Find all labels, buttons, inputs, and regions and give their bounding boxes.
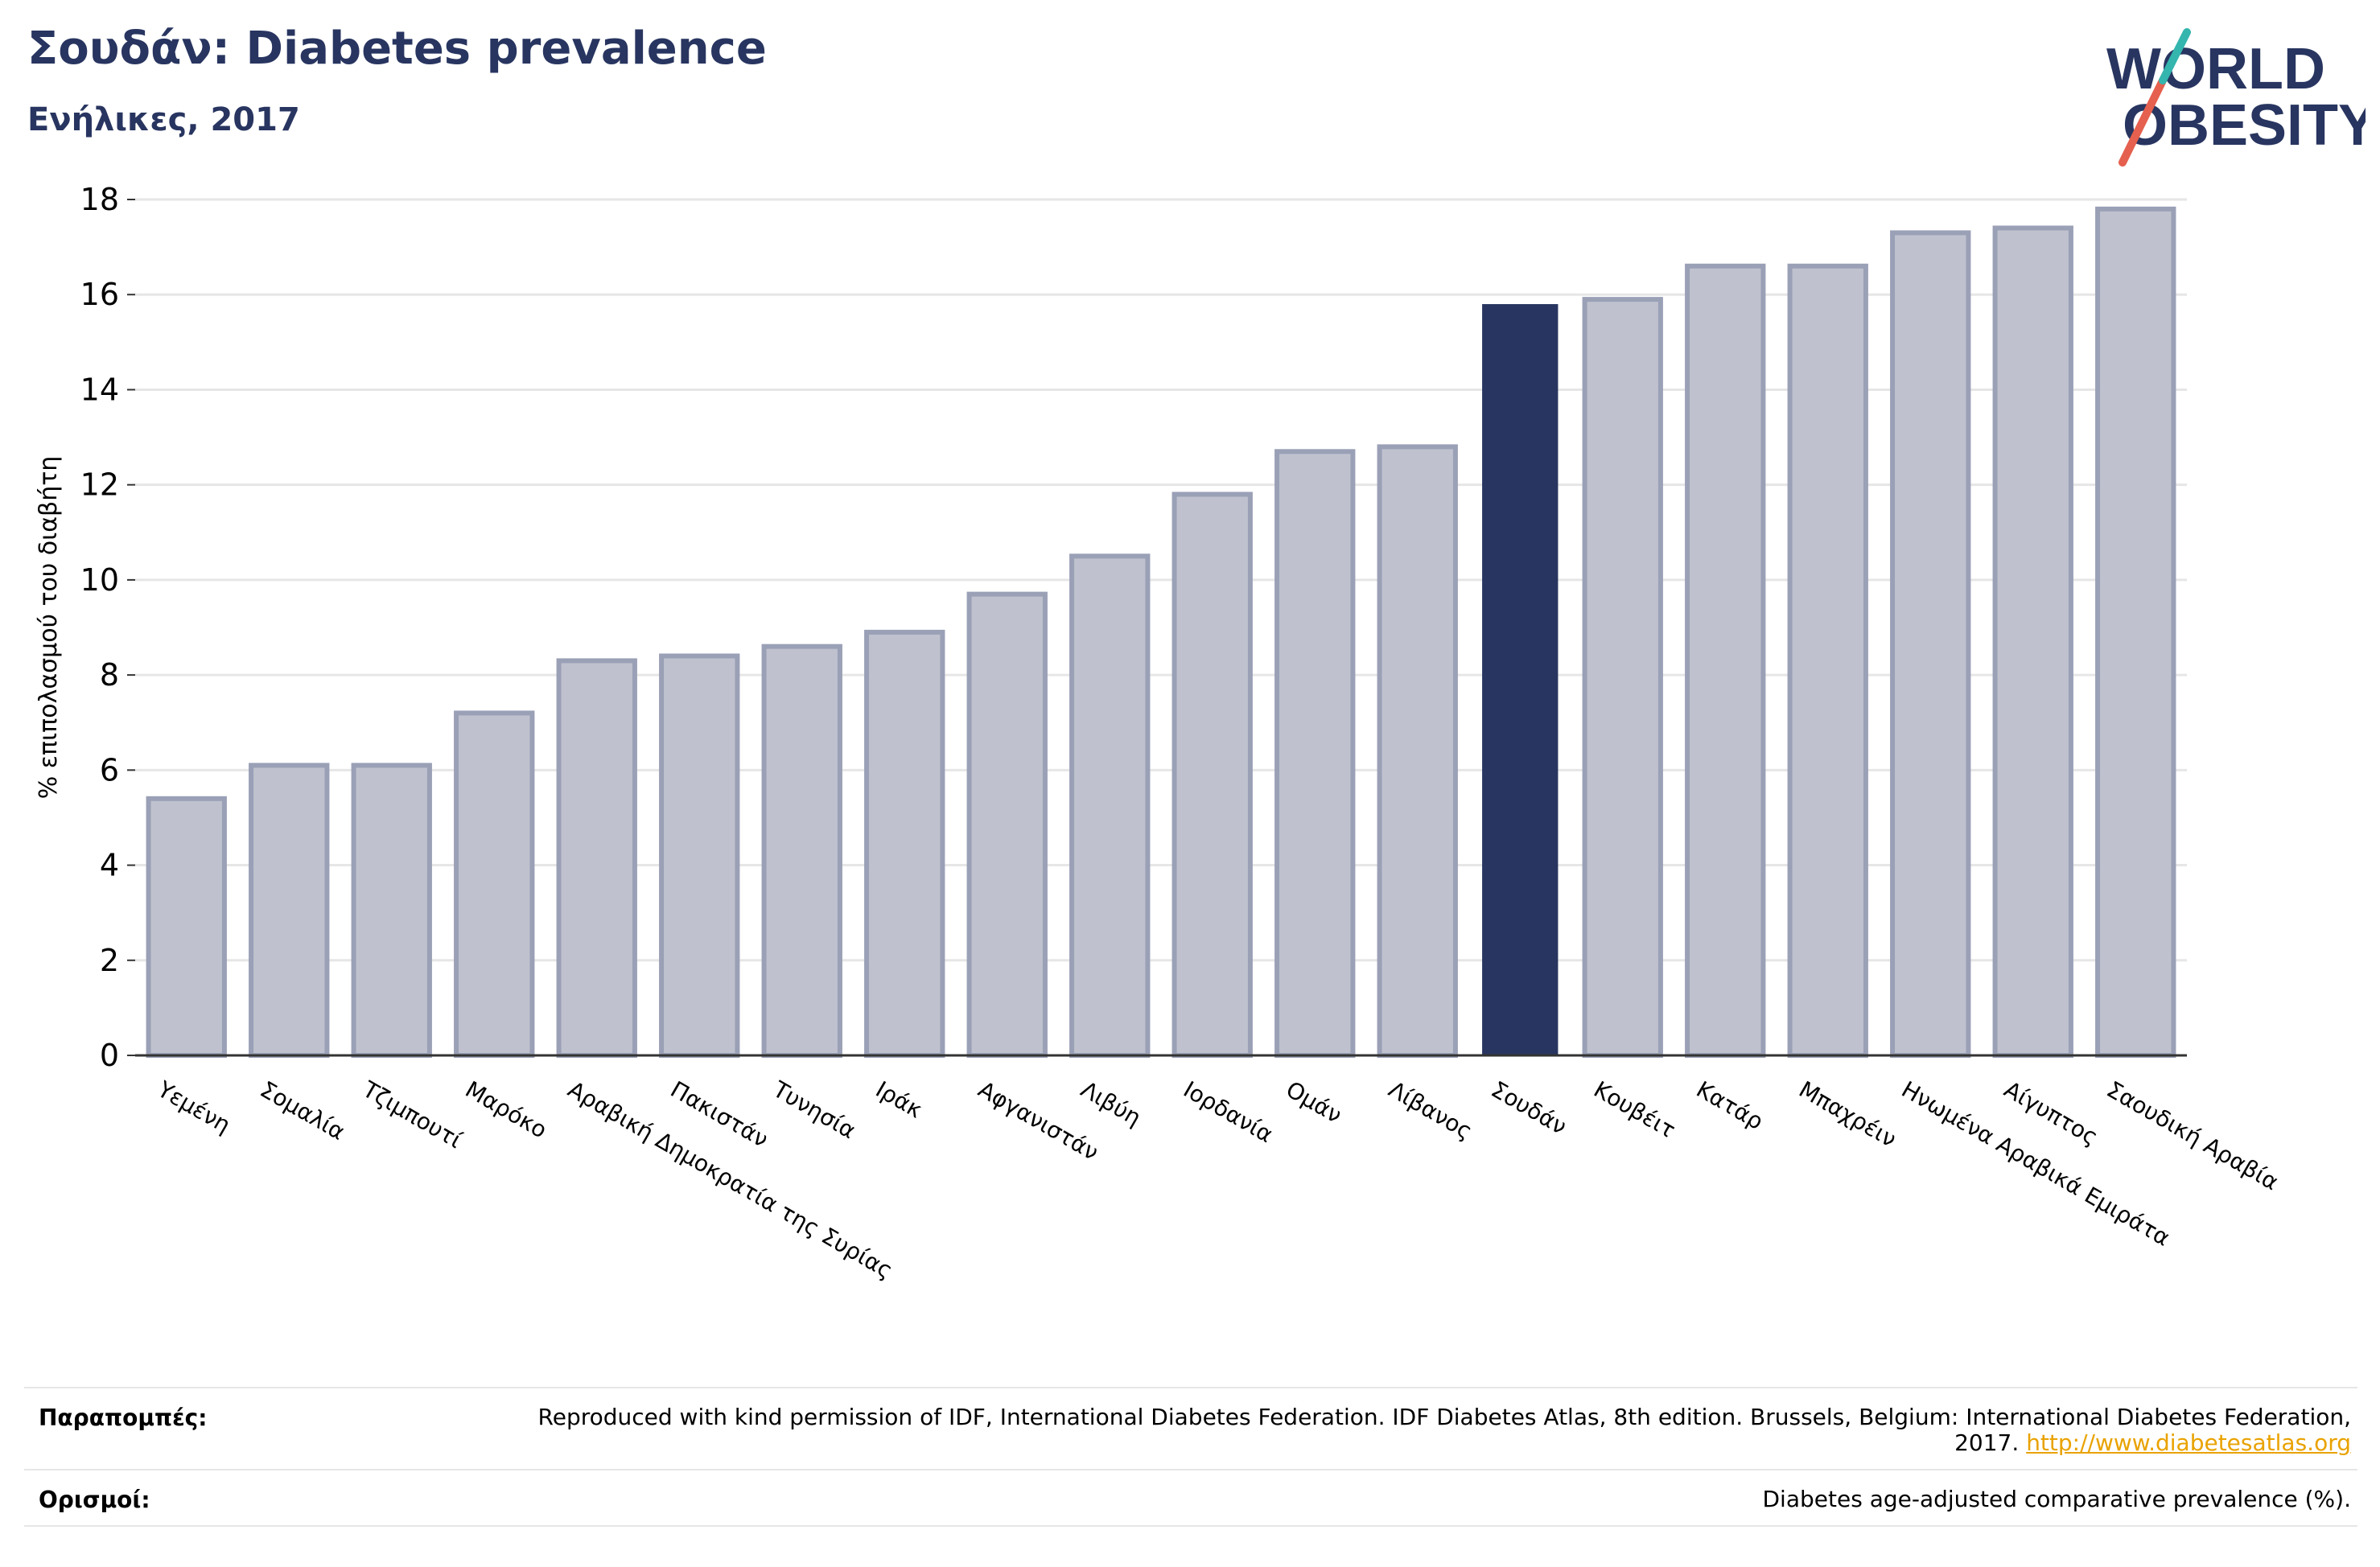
x-tick-label: Λίβανος <box>1384 1076 1476 1145</box>
y-tick-label: 4 <box>100 848 119 883</box>
y-axis-label: % επιπολασμού του διαβήτη <box>35 456 63 800</box>
bar-highlight <box>1482 304 1559 1055</box>
chart-title: Σουδάν: Diabetes prevalence <box>27 23 767 75</box>
bar <box>1582 297 1663 1058</box>
x-tick-label: Σομαλία <box>256 1076 350 1145</box>
y-tick-label: 12 <box>80 467 119 503</box>
bar <box>146 796 227 1058</box>
y-tick-label: 14 <box>80 372 119 407</box>
y-tick-label: 2 <box>100 943 119 978</box>
y-tick-label: 10 <box>80 562 119 598</box>
definitions-label: Ορισμοί: <box>39 1487 150 1513</box>
y-tick-labels: 0 2 4 6 8 10 12 14 16 18 <box>80 182 135 1073</box>
definitions-text: Diabetes age-adjusted comparative preval… <box>1762 1486 2352 1512</box>
y-tick-label: 18 <box>80 182 119 217</box>
x-tick-label: Σαουδική Αραβία <box>2102 1076 2283 1195</box>
x-tick-label: Ιορδανία <box>1179 1076 1277 1148</box>
bar <box>351 763 432 1059</box>
bar <box>1685 263 1766 1058</box>
bar <box>966 591 1048 1058</box>
x-tick-label: Κατάρ <box>1692 1076 1768 1135</box>
grid-lines <box>135 198 2187 1057</box>
references-text: Reproduced with kind permission of IDF, … <box>500 1405 2351 1456</box>
references-label: Παραπομπές: <box>39 1405 208 1431</box>
references-body: Reproduced with kind permission of IDF, … <box>537 1404 2351 1456</box>
x-tick-label: Ομάν <box>1282 1076 1347 1129</box>
x-tick-label: Μπαχρέιν <box>1794 1076 1900 1152</box>
x-tick-label: Υεμένη <box>152 1076 235 1138</box>
y-tick-label: 6 <box>100 752 119 788</box>
bar <box>556 658 637 1059</box>
x-tick-label: Λιβύη <box>1077 1076 1146 1131</box>
bar-chart: 0 2 4 6 8 10 12 14 16 18 Υεμένη Σομαλία ΤζιμπουτίΜα… <box>35 182 2283 1284</box>
y-tick-label: 16 <box>80 277 119 312</box>
x-tick-label: Μαρόκο <box>461 1076 552 1143</box>
bar <box>864 629 945 1058</box>
bar <box>659 653 740 1058</box>
bar <box>1069 553 1151 1058</box>
footer-divider-middle <box>24 1469 2357 1470</box>
bar <box>1274 449 1356 1058</box>
footer-divider-top <box>24 1387 2357 1388</box>
y-tick-label: 0 <box>100 1038 119 1073</box>
bar <box>1171 491 1253 1058</box>
x-tick-label: Σουδάν <box>1487 1076 1571 1140</box>
x-tick-label: Κουβέιτ <box>1589 1076 1680 1143</box>
chart-subtitle: Ενήλικες, 2017 <box>27 101 300 138</box>
bar <box>1890 230 1971 1058</box>
bar <box>454 710 535 1059</box>
x-tick-label: Τυνησία <box>768 1076 860 1144</box>
bar <box>249 763 330 1059</box>
references-link[interactable]: http://www.diabetesatlas.org <box>2026 1429 2351 1456</box>
x-tick-label: Τζιμπουτί <box>357 1076 467 1154</box>
world-obesity-logo: WORLD OBESITY <box>2106 28 2366 167</box>
bar <box>2095 206 2176 1058</box>
logo-line1: WORLD <box>2106 37 2325 101</box>
y-tick-label: 8 <box>100 657 119 693</box>
bar <box>1992 225 2073 1058</box>
bars <box>146 206 2176 1059</box>
logo-line2: OBESITY <box>2123 93 2366 158</box>
bar <box>1377 444 1458 1058</box>
bar <box>1787 263 1868 1058</box>
footer-divider-bottom <box>24 1525 2357 1527</box>
bar <box>761 644 842 1059</box>
x-tick-label: Ιράκ <box>871 1076 927 1123</box>
logo-slash-red <box>2119 76 2167 167</box>
logo-slash-teal <box>2159 28 2191 84</box>
